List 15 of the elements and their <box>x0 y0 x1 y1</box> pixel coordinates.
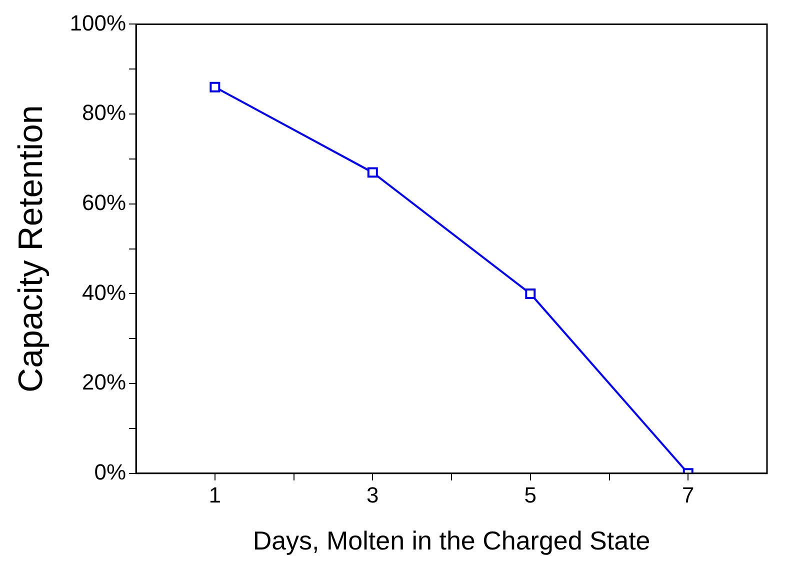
y-tick-label: 40% <box>82 280 126 305</box>
x-tick-label: 7 <box>682 482 694 508</box>
y-tick-label: 100% <box>70 10 126 36</box>
y-tick-label: 80% <box>82 100 126 126</box>
y-axis-title: Capacity Retention <box>12 105 50 392</box>
y-tick-label: 20% <box>82 370 126 395</box>
point <box>525 288 536 299</box>
x-tick-label: 3 <box>366 482 379 508</box>
x-tick-label: 1 <box>208 482 222 508</box>
x-axis-title: Days, Molten in the Charged State <box>252 526 650 556</box>
point <box>210 82 220 92</box>
point <box>367 167 378 178</box>
x-tick-label: 5 <box>524 482 537 508</box>
y-tick-label: 60% <box>82 190 126 215</box>
y-tick-label: 0% <box>94 459 126 484</box>
